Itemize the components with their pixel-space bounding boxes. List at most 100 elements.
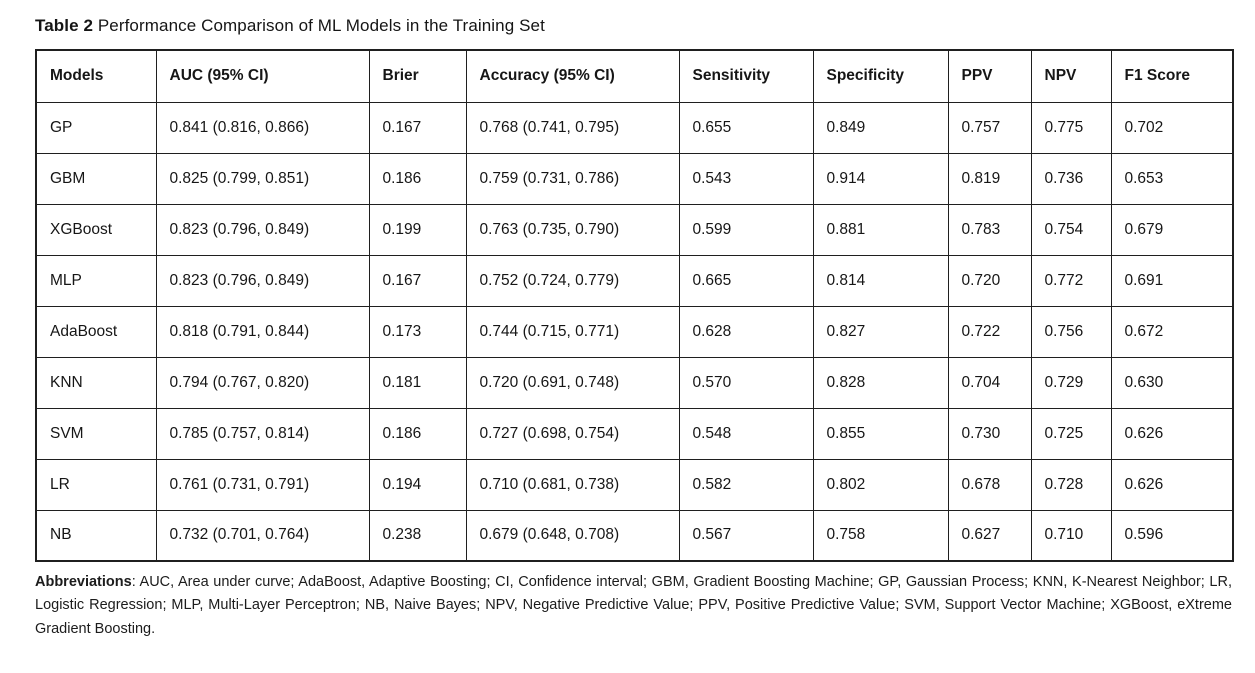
metric-value-cell: 0.678: [947, 458, 1032, 511]
metric-value-cell: 0.736: [1030, 152, 1112, 205]
metric-value-cell: 0.783: [947, 203, 1032, 256]
metric-value-cell: 0.186: [368, 152, 467, 205]
metric-value-cell: 0.823 (0.796, 0.849): [155, 254, 370, 307]
metric-value-cell: 0.181: [368, 356, 467, 409]
metric-value-cell: 0.775: [1030, 101, 1112, 154]
metric-value-cell: 0.691: [1110, 254, 1234, 307]
metric-value-cell: 0.727 (0.698, 0.754): [465, 407, 680, 460]
metric-value-cell: 0.725: [1030, 407, 1112, 460]
metric-value-cell: 0.720: [947, 254, 1032, 307]
metric-value-cell: 0.702: [1110, 101, 1234, 154]
column-header-brier: Brier: [368, 49, 467, 103]
table-header: Models AUC (95% CI) Brier Accuracy (95% CI)…: [35, 49, 1234, 103]
metric-value-cell: 0.582: [678, 458, 814, 511]
metric-value-cell: 0.722: [947, 305, 1032, 358]
metric-value-cell: 0.679 (0.648, 0.708): [465, 509, 680, 562]
metric-value-cell: 0.728: [1030, 458, 1112, 511]
model-name-cell: SVM: [35, 407, 157, 460]
metric-value-cell: 0.672: [1110, 305, 1234, 358]
abbreviations-footnote: Abbreviations: AUC, Area under curve; Ad…: [35, 571, 1232, 641]
table-row-knn: KNN 0.794 (0.767, 0.820) 0.181 0.720 (0.691…: [35, 356, 1234, 409]
metric-value-cell: 0.655: [678, 101, 814, 154]
table-row-gbm: GBM 0.825 (0.799, 0.851) 0.186 0.759 (0.731…: [35, 152, 1234, 205]
model-name-cell: GBM: [35, 152, 157, 205]
metric-value-cell: 0.626: [1110, 407, 1234, 460]
column-header-sensitivity: Sensitivity: [678, 49, 814, 103]
metric-value-cell: 0.173: [368, 305, 467, 358]
metric-value-cell: 0.627: [947, 509, 1032, 562]
metric-value-cell: 0.802: [812, 458, 949, 511]
metric-value-cell: 0.548: [678, 407, 814, 460]
metric-value-cell: 0.167: [368, 254, 467, 307]
metric-value-cell: 0.732 (0.701, 0.764): [155, 509, 370, 562]
model-name-cell: LR: [35, 458, 157, 511]
column-header-specificity: Specificity: [812, 49, 949, 103]
column-header-accuracy-95-ci-: Accuracy (95% CI): [465, 49, 680, 103]
metric-value-cell: 0.761 (0.731, 0.791): [155, 458, 370, 511]
table-row-gp: GP 0.841 (0.816, 0.866) 0.167 0.768 (0.741,…: [35, 101, 1234, 154]
metric-value-cell: 0.729: [1030, 356, 1112, 409]
metric-value-cell: 0.855: [812, 407, 949, 460]
metric-value-cell: 0.758: [812, 509, 949, 562]
metric-value-cell: 0.704: [947, 356, 1032, 409]
metric-value-cell: 0.754: [1030, 203, 1112, 256]
metric-value-cell: 0.730: [947, 407, 1032, 460]
model-name-cell: NB: [35, 509, 157, 562]
metric-value-cell: 0.818 (0.791, 0.844): [155, 305, 370, 358]
metric-value-cell: 0.167: [368, 101, 467, 154]
metric-value-cell: 0.679: [1110, 203, 1234, 256]
model-name-cell: XGBoost: [35, 203, 157, 256]
metric-value-cell: 0.772: [1030, 254, 1112, 307]
metric-value-cell: 0.543: [678, 152, 814, 205]
model-name-cell: GP: [35, 101, 157, 154]
table-row-xgboost: XGBoost 0.823 (0.796, 0.849) 0.199 0.763 (0…: [35, 203, 1234, 256]
table-header-row: Models AUC (95% CI) Brier Accuracy (95% CI)…: [35, 49, 1234, 103]
metric-value-cell: 0.744 (0.715, 0.771): [465, 305, 680, 358]
metric-value-cell: 0.785 (0.757, 0.814): [155, 407, 370, 460]
table-row-mlp: MLP 0.823 (0.796, 0.849) 0.167 0.752 (0.724…: [35, 254, 1234, 307]
metric-value-cell: 0.768 (0.741, 0.795): [465, 101, 680, 154]
table-row-adaboost: AdaBoost 0.818 (0.791, 0.844) 0.173 0.744 (…: [35, 305, 1234, 358]
metric-value-cell: 0.757: [947, 101, 1032, 154]
table-row-nb: NB 0.732 (0.701, 0.764) 0.238 0.679 (0.648,…: [35, 509, 1234, 562]
metric-value-cell: 0.710 (0.681, 0.738): [465, 458, 680, 511]
column-header-npv: NPV: [1030, 49, 1112, 103]
metric-value-cell: 0.199: [368, 203, 467, 256]
metric-value-cell: 0.752 (0.724, 0.779): [465, 254, 680, 307]
metric-value-cell: 0.763 (0.735, 0.790): [465, 203, 680, 256]
metric-value-cell: 0.599: [678, 203, 814, 256]
table-caption-text: Performance Comparison of ML Models in t…: [93, 16, 545, 35]
metric-value-cell: 0.759 (0.731, 0.786): [465, 152, 680, 205]
metric-value-cell: 0.720 (0.691, 0.748): [465, 356, 680, 409]
metric-value-cell: 0.841 (0.816, 0.866): [155, 101, 370, 154]
metric-value-cell: 0.194: [368, 458, 467, 511]
column-header-ppv: PPV: [947, 49, 1032, 103]
column-header-auc-95-ci-: AUC (95% CI): [155, 49, 370, 103]
metric-value-cell: 0.914: [812, 152, 949, 205]
abbreviations-label: Abbreviations: [35, 574, 132, 590]
table-body: GP 0.841 (0.816, 0.866) 0.167 0.768 (0.741,…: [35, 101, 1234, 562]
metric-value-cell: 0.819: [947, 152, 1032, 205]
table-row-lr: LR 0.761 (0.731, 0.791) 0.194 0.710 (0.681,…: [35, 458, 1234, 511]
performance-table: Models AUC (95% CI) Brier Accuracy (95% CI)…: [35, 49, 1234, 562]
column-header-models: Models: [35, 49, 157, 103]
model-name-cell: MLP: [35, 254, 157, 307]
model-name-cell: AdaBoost: [35, 305, 157, 358]
metric-value-cell: 0.825 (0.799, 0.851): [155, 152, 370, 205]
abbreviations-text: : AUC, Area under curve; AdaBoost, Adapt…: [35, 574, 1232, 637]
metric-value-cell: 0.849: [812, 101, 949, 154]
table-caption-number: Table 2: [35, 16, 94, 35]
metric-value-cell: 0.570: [678, 356, 814, 409]
metric-value-cell: 0.756: [1030, 305, 1112, 358]
metric-value-cell: 0.630: [1110, 356, 1234, 409]
metric-value-cell: 0.881: [812, 203, 949, 256]
metric-value-cell: 0.665: [678, 254, 814, 307]
metric-value-cell: 0.628: [678, 305, 814, 358]
metric-value-cell: 0.828: [812, 356, 949, 409]
model-name-cell: KNN: [35, 356, 157, 409]
metric-value-cell: 0.238: [368, 509, 467, 562]
metric-value-cell: 0.827: [812, 305, 949, 358]
metric-value-cell: 0.794 (0.767, 0.820): [155, 356, 370, 409]
metric-value-cell: 0.814: [812, 254, 949, 307]
